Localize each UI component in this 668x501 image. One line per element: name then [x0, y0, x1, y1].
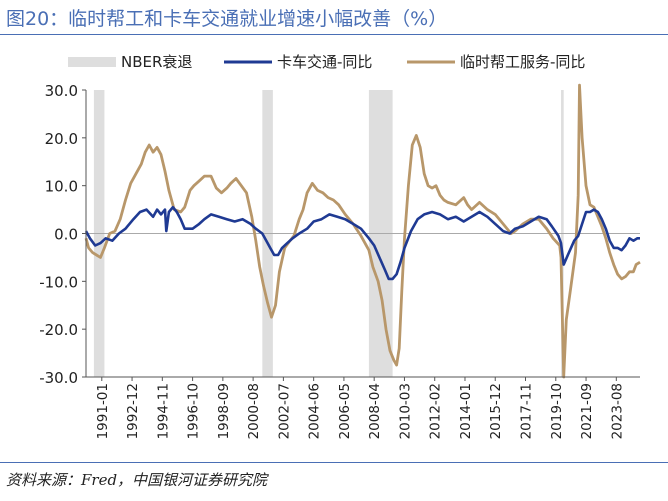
- x-tick-label: 2010-03: [397, 383, 413, 439]
- y-tick-label: -30.0: [39, 369, 78, 387]
- x-tick-label: 2008-04: [367, 383, 383, 439]
- x-tick-label: 1996-10: [186, 383, 202, 439]
- x-tick-label: 2023-08: [609, 383, 625, 439]
- series-line-truck: [84, 205, 640, 281]
- footer-divider: [0, 462, 668, 463]
- x-ticks: 1991-01 1992-12 1994-11 1996-10 1998-09 2000-…: [95, 377, 625, 439]
- title-divider: [0, 34, 668, 35]
- x-tick-label: 2014-01: [458, 383, 474, 439]
- x-tick-label: 2004-06: [307, 383, 323, 439]
- y-tick-label: 0.0: [54, 226, 78, 244]
- y-tick-label: 20.0: [45, 130, 78, 148]
- legend: NBER衰退 卡车交通-同比 临时帮工服务-同比: [68, 53, 585, 71]
- source-note: 资料来源：Fred，中国银河证券研究院: [6, 471, 268, 489]
- series-lines: [84, 83, 641, 379]
- page-title: 图20：临时帮工和卡车交通就业增速小幅改善（%）: [6, 8, 448, 30]
- y-ticks: 30.0 20.0 10.0 0.0 -10.0 -20.0 -30.0: [39, 82, 86, 387]
- x-tick-label: 2012-02: [428, 383, 444, 439]
- legend-recession-label: NBER衰退: [121, 53, 192, 71]
- legend-truck-label: 卡车交通-同比: [277, 53, 372, 71]
- x-tick-label: 1992-12: [125, 383, 141, 439]
- x-tick-label: 2000-08: [246, 383, 262, 439]
- x-tick-label: 2006-05: [337, 383, 353, 439]
- x-tick-label: 2021-09: [579, 383, 595, 439]
- x-tick-label: 1998-09: [216, 383, 232, 439]
- y-tick-label: -20.0: [39, 321, 78, 339]
- y-tick-label: 10.0: [45, 178, 78, 196]
- y-tick-label: 30.0: [45, 82, 78, 100]
- x-tick-label: 1994-11: [155, 383, 171, 439]
- x-tick-label: 2017-11: [519, 383, 535, 439]
- x-tick-label: 2015-12: [488, 383, 504, 439]
- legend-temp-label: 临时帮工服务-同比: [460, 53, 585, 71]
- y-tick-label: -10.0: [39, 273, 78, 291]
- legend-recession-swatch: [68, 57, 116, 67]
- x-tick-label: 2019-10: [549, 383, 565, 439]
- chart: NBER衰退 卡车交通-同比 临时帮工服务-同比 30.0 20.0 10.0 0.0…: [39, 53, 641, 439]
- x-tick-label: 1991-01: [95, 383, 111, 439]
- x-tick-label: 2002-07: [276, 383, 292, 439]
